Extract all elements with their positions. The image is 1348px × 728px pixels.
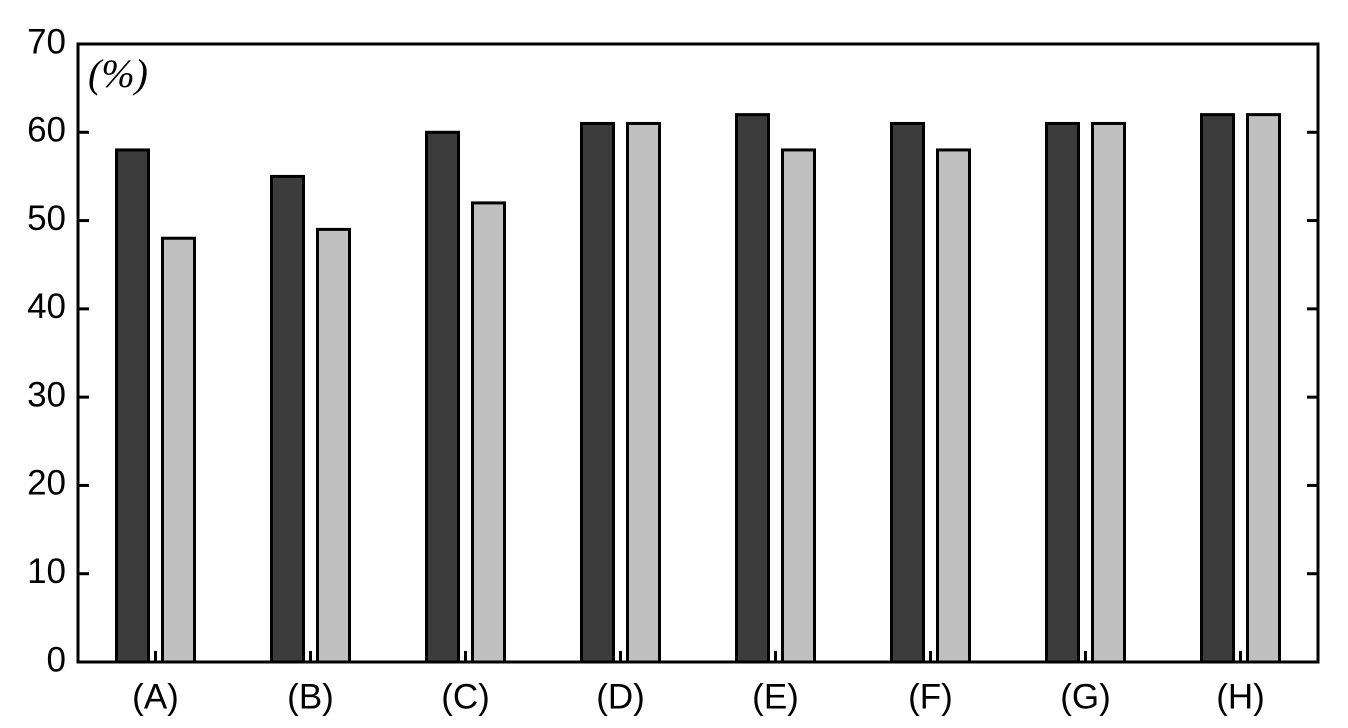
- y-tick-label: 70: [27, 22, 66, 61]
- bar: [890, 121, 925, 664]
- y-tick-label: 50: [27, 199, 66, 238]
- bar: [580, 121, 615, 664]
- bar: [115, 148, 150, 664]
- x-tick-label: (E): [752, 677, 799, 716]
- bar: [781, 148, 816, 664]
- x-tick-label: (C): [441, 677, 490, 716]
- y-axis-label: (%): [88, 51, 148, 96]
- bar: [270, 174, 305, 664]
- x-tick-label: (H): [1216, 677, 1265, 716]
- bar: [471, 201, 506, 664]
- y-tick-label: 60: [27, 111, 66, 150]
- bar: [1045, 121, 1080, 664]
- bar: [316, 227, 351, 664]
- x-tick-label: (G): [1060, 677, 1111, 716]
- bar: [1246, 113, 1281, 664]
- bar: [161, 236, 196, 664]
- y-tick-label: 20: [27, 464, 66, 503]
- plot-frame: [76, 42, 1320, 664]
- y-tick-label: 40: [27, 287, 66, 326]
- x-tick-label: (D): [596, 677, 645, 716]
- x-tick-label: (B): [287, 677, 334, 716]
- y-tick-label: 10: [27, 552, 66, 591]
- y-tick-label: 30: [27, 375, 66, 414]
- bar: [1200, 113, 1235, 664]
- y-tick-label: 0: [47, 640, 66, 679]
- bar: [735, 113, 770, 664]
- bar: [425, 130, 460, 664]
- bar: [626, 121, 661, 664]
- bar: [936, 148, 971, 664]
- x-tick-label: (F): [908, 677, 953, 716]
- x-tick-label: (A): [132, 677, 179, 716]
- bar: [1091, 121, 1126, 664]
